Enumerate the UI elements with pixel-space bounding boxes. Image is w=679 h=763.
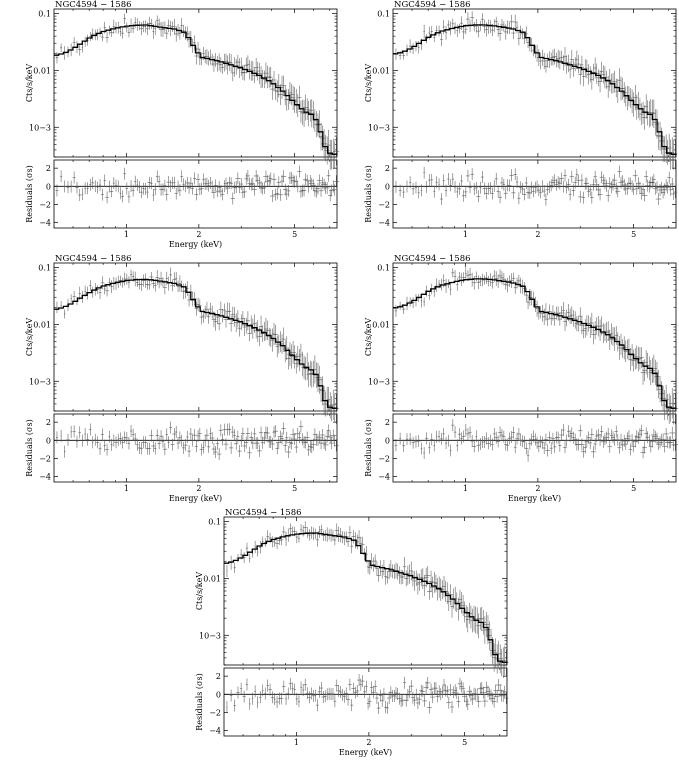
y-tick-label: 0.01 xyxy=(372,320,390,329)
model-curve xyxy=(224,532,508,663)
spectrum-panel-4: NGC4594 − 1586 1 2 5 Energy (keV) 0.1 0.01 10−3… xyxy=(339,254,679,509)
residual-tick-label: −2 xyxy=(39,200,51,209)
y-tick-label: 10−3 xyxy=(29,123,51,132)
spectrum-panel-1: NGC4594 − 1586 1 2 5 Energy (keV) 0.1 0.01 10−3… xyxy=(0,0,340,255)
spectrum-frame xyxy=(392,262,677,412)
x-tick-label: 1 xyxy=(124,230,129,239)
spectrum-panel-2: NGC4594 − 1586 1 2 5 0.1 0.01 10−3 2 0 −2 −4 Cts/s/… xyxy=(339,0,679,255)
y-tick-label: 10−3 xyxy=(199,631,221,640)
residual-tick-label: 2 xyxy=(385,164,390,173)
chart-title: NGC4594 − 1586 xyxy=(225,508,302,518)
y-axis-label: Cts/s/keV xyxy=(25,64,34,103)
x-tick-label: 5 xyxy=(292,484,297,493)
spectrum-frame xyxy=(223,516,508,666)
y-tick-label: 0.1 xyxy=(208,518,221,527)
y-tick-label: 0.01 xyxy=(203,574,221,583)
x-tick-label: 1 xyxy=(124,484,129,493)
y-tick-label: 10−3 xyxy=(29,377,51,386)
residuals-frame xyxy=(223,667,508,737)
x-axis-label: Energy (keV) xyxy=(508,494,561,503)
residual-tick-label: −2 xyxy=(378,454,390,463)
y-axis-label: Cts/s/keV xyxy=(25,318,34,357)
model-curve xyxy=(393,278,677,409)
residual-tick-label: −2 xyxy=(39,454,51,463)
x-tick-label: 5 xyxy=(292,230,297,239)
chart-svg: NGC4594 − 1586 1 2 5 Energy (keV) 0.1 0.01 10−3… xyxy=(25,0,340,249)
x-tick-label: 2 xyxy=(535,230,540,239)
x-tick-label: 2 xyxy=(196,484,201,493)
residual-tick-label: −4 xyxy=(39,219,51,228)
y-tick-label: 0.1 xyxy=(377,264,390,273)
model-curve xyxy=(54,24,338,155)
residuals-frame xyxy=(53,413,338,483)
x-axis-label: Energy (keV) xyxy=(169,240,222,249)
residual-tick-label: −4 xyxy=(209,727,221,736)
x-tick-label: 5 xyxy=(631,484,636,493)
residual-tick-label: 0 xyxy=(385,436,390,445)
y-tick-label: 0.01 xyxy=(33,66,51,75)
chart-title: NGC4594 − 1586 xyxy=(55,0,132,10)
residuals-frame xyxy=(53,159,338,229)
residual-axis-label: Residuals (σs) xyxy=(364,165,373,222)
y-axis-label: Cts/s/keV xyxy=(364,64,373,103)
x-tick-label: 5 xyxy=(462,738,467,747)
spectrum-panel-3: NGC4594 − 1586 1 2 5 Energy (keV) 0.1 0.01 10−3… xyxy=(0,254,340,509)
residual-tick-label: 0 xyxy=(46,436,51,445)
residual-tick-label: 0 xyxy=(216,690,221,699)
x-tick-label: 1 xyxy=(463,484,468,493)
y-tick-label: 10−3 xyxy=(368,123,390,132)
residual-tick-label: 0 xyxy=(385,182,390,191)
residual-tick-label: 2 xyxy=(46,164,51,173)
residual-axis-label: Residuals (σs) xyxy=(25,419,34,476)
y-axis-label: Cts/s/keV xyxy=(364,318,373,357)
y-tick-label: 0.1 xyxy=(38,264,51,273)
residual-tick-label: −4 xyxy=(378,473,390,482)
residuals-frame xyxy=(392,413,677,483)
residual-tick-label: −2 xyxy=(209,708,221,717)
spectrum-frame xyxy=(53,8,338,158)
spectrum-frame xyxy=(53,262,338,412)
spectrum-panel-5: NGC4594 − 1586 1 2 5 Energy (keV) 0.1 0.01 10−3… xyxy=(170,508,510,763)
x-tick-label: 2 xyxy=(366,738,371,747)
chart-svg: NGC4594 − 1586 1 2 5 0.1 0.01 10−3 2 0 −2 −4 Cts/s/… xyxy=(364,0,678,239)
residual-tick-label: 2 xyxy=(385,418,390,427)
y-tick-label: 10−3 xyxy=(368,377,390,386)
x-axis-label: Energy (keV) xyxy=(169,494,222,503)
residual-tick-label: 0 xyxy=(46,182,51,191)
chart-title: NGC4594 − 1586 xyxy=(55,254,132,264)
x-tick-label: 2 xyxy=(196,230,201,239)
x-tick-label: 1 xyxy=(294,738,299,747)
y-tick-label: 0.01 xyxy=(33,320,51,329)
x-axis-label: Energy (keV) xyxy=(339,748,392,757)
residual-tick-label: −2 xyxy=(378,200,390,209)
residual-tick-label: −4 xyxy=(39,473,51,482)
y-tick-label: 0.1 xyxy=(377,10,390,19)
y-axis-label: Cts/s/keV xyxy=(195,572,204,611)
y-tick-label: 0.01 xyxy=(372,66,390,75)
y-tick-label: 0.1 xyxy=(38,10,51,19)
chart-title: NGC4594 − 1586 xyxy=(394,254,471,264)
chart-svg: NGC4594 − 1586 1 2 5 Energy (keV) 0.1 0.01 10−3… xyxy=(25,254,339,503)
chart-svg: NGC4594 − 1586 1 2 5 Energy (keV) 0.1 0.01 10−3… xyxy=(364,254,679,503)
spectrum-frame xyxy=(392,8,677,158)
x-tick-label: 1 xyxy=(463,230,468,239)
model-curve xyxy=(54,278,338,409)
residual-tick-label: 2 xyxy=(46,418,51,427)
model-curve xyxy=(393,24,677,155)
residual-tick-label: 2 xyxy=(216,672,221,681)
x-tick-label: 2 xyxy=(535,484,540,493)
residual-tick-label: −4 xyxy=(378,219,390,228)
chart-title: NGC4594 − 1586 xyxy=(394,0,471,10)
chart-svg: NGC4594 − 1586 1 2 5 Energy (keV) 0.1 0.01 10−3… xyxy=(195,508,509,757)
residual-axis-label: Residuals (σs) xyxy=(25,165,34,222)
residual-axis-label: Residuals (σs) xyxy=(195,673,204,730)
x-tick-label: 5 xyxy=(631,230,636,239)
residual-axis-label: Residuals (σs) xyxy=(364,419,373,476)
